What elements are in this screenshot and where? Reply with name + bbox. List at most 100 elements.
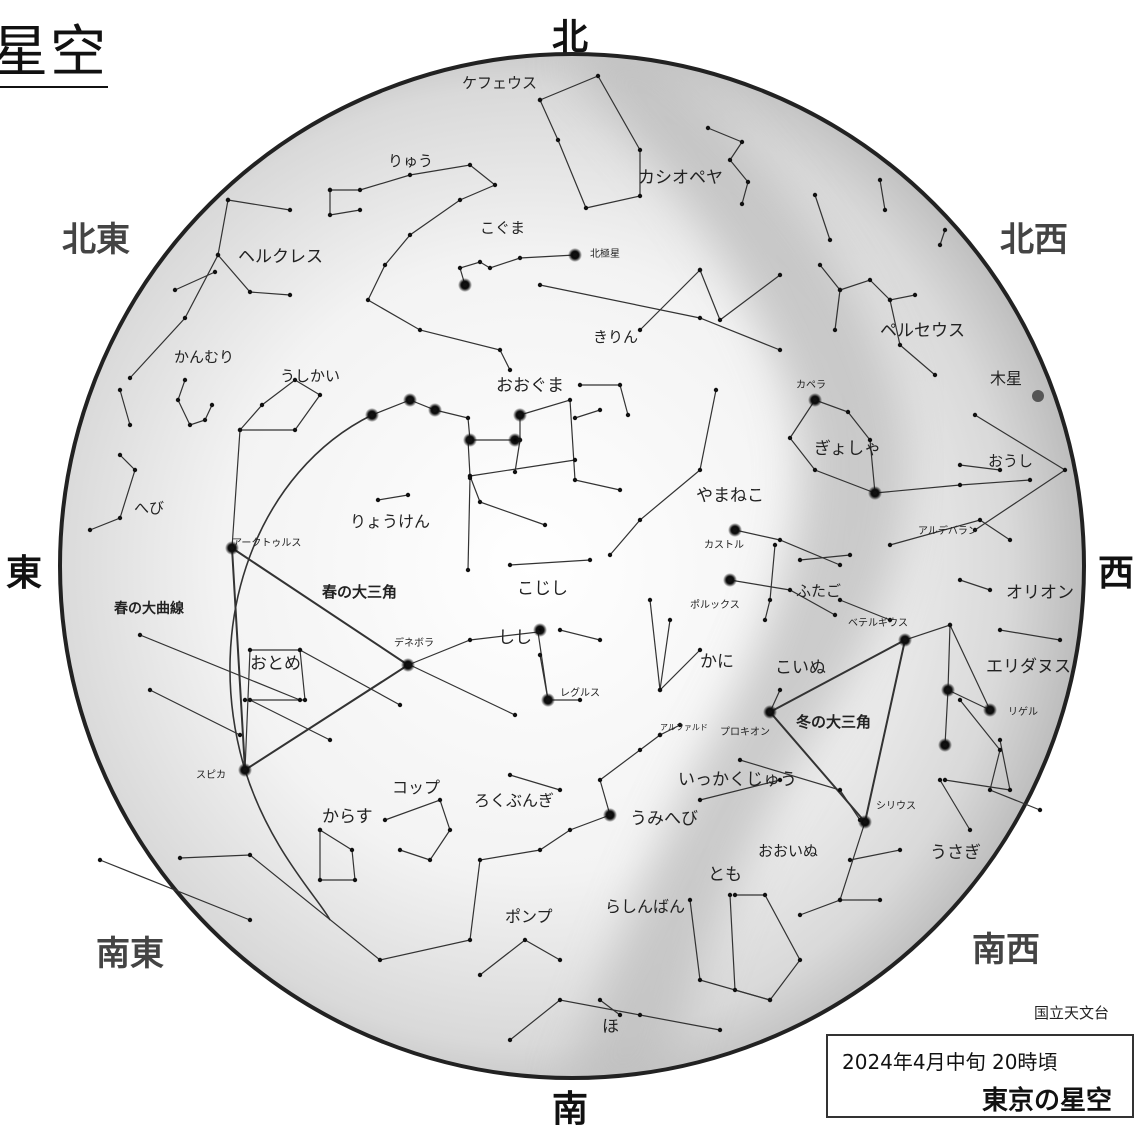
star — [517, 412, 523, 418]
star — [957, 697, 963, 703]
label-arcturus: アークトゥルス — [232, 537, 301, 549]
star — [369, 412, 375, 418]
star — [705, 125, 711, 131]
star — [739, 139, 745, 145]
star — [87, 527, 93, 533]
star — [237, 427, 243, 433]
constellation-line — [649, 599, 661, 691]
star — [727, 157, 733, 163]
star — [857, 817, 863, 823]
star — [182, 377, 188, 383]
label-cepheus: ケフェウス — [462, 74, 537, 92]
star — [567, 397, 573, 403]
star — [937, 777, 943, 783]
star — [887, 617, 893, 623]
star — [247, 917, 253, 923]
star — [997, 627, 1003, 633]
star — [739, 201, 745, 207]
star — [177, 855, 183, 861]
star — [297, 647, 303, 653]
label-sextans: ろくぶんぎ — [474, 791, 554, 810]
label-camelopardalis: きりん — [593, 328, 638, 346]
star — [127, 422, 133, 428]
star — [247, 289, 253, 295]
star — [597, 777, 603, 783]
star — [667, 617, 673, 623]
star — [897, 342, 903, 348]
star — [535, 629, 541, 635]
star — [237, 732, 243, 738]
constellation-line — [939, 229, 946, 246]
west-label: 西 — [1098, 553, 1135, 594]
star — [292, 427, 298, 433]
star — [1007, 787, 1013, 793]
label-eridanus: エリダヌス — [986, 657, 1071, 677]
constellation-line — [999, 629, 1061, 641]
star — [137, 632, 143, 638]
label-lepus: うさぎ — [930, 843, 981, 863]
constellation-line — [729, 894, 801, 1001]
star — [577, 382, 583, 388]
star — [467, 637, 473, 643]
label-auriga: ぎょしゃ — [814, 439, 881, 459]
star — [542, 522, 548, 528]
star — [713, 387, 719, 393]
star — [567, 827, 573, 833]
star — [465, 567, 471, 573]
star — [832, 612, 838, 618]
constellation-line — [879, 179, 886, 211]
star — [583, 205, 589, 211]
star — [997, 467, 1003, 473]
star — [229, 545, 235, 551]
star — [327, 187, 333, 193]
constellation-line — [959, 699, 1041, 811]
star — [887, 297, 893, 303]
star — [242, 767, 248, 773]
star — [595, 73, 601, 79]
label-corvus: からす — [322, 807, 373, 827]
constellation-line — [407, 631, 549, 701]
star — [487, 265, 493, 271]
star — [537, 847, 543, 853]
star — [259, 402, 265, 408]
constellation-line — [799, 554, 851, 561]
star — [607, 812, 613, 818]
star — [242, 697, 248, 703]
jupiter-marker — [1032, 390, 1044, 402]
constellation-line — [574, 409, 601, 419]
star — [572, 252, 578, 258]
star — [507, 772, 513, 778]
label-spring-curve: 春の大曲線 — [113, 600, 184, 617]
star — [382, 262, 388, 268]
star — [937, 242, 943, 248]
date-time-text: 2024年4月中旬 20時頃 — [842, 1050, 1058, 1074]
label-spring-triangle: 春の大三角 — [322, 583, 397, 601]
star — [625, 412, 631, 418]
star — [617, 487, 623, 493]
constellation-line — [467, 477, 471, 571]
constellation-line — [377, 494, 409, 501]
star — [867, 437, 873, 443]
star — [572, 477, 578, 483]
label-jupiter: 木星 — [990, 369, 1022, 388]
star — [597, 997, 603, 1003]
spring-curve-line — [229, 414, 373, 921]
label-canes-venatici: りょうけん — [350, 512, 430, 531]
star — [957, 482, 963, 488]
constellation-line — [947, 624, 951, 691]
label-draco: りゅう — [388, 152, 433, 170]
star — [847, 552, 853, 558]
star — [767, 597, 773, 603]
star — [637, 747, 643, 753]
constellation-line — [129, 199, 229, 379]
label-antlia: ポンプ — [505, 907, 553, 926]
star — [812, 467, 818, 473]
star — [97, 857, 103, 863]
star — [872, 490, 878, 496]
label-rigel: リゲル — [1008, 706, 1038, 718]
star — [572, 415, 578, 421]
star — [862, 819, 868, 825]
label-spica: スピカ — [196, 769, 226, 781]
constellation-line — [509, 559, 591, 566]
star — [477, 259, 483, 265]
